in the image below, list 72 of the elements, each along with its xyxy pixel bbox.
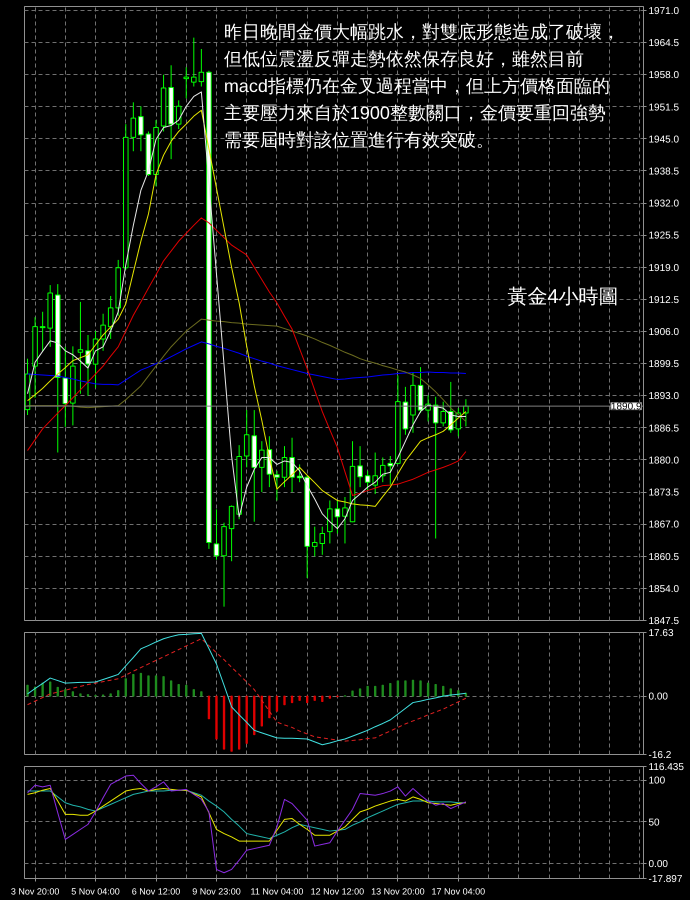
y-tick-label: 1951.5 <box>648 102 680 114</box>
y-tick-label: -17.897 <box>648 874 683 885</box>
y-tick-label: 1847.5 <box>648 616 680 627</box>
x-tick-label: 6 Nov 12:00 <box>132 886 180 896</box>
candlestick <box>130 102 136 152</box>
y-tick-label: 1899.5 <box>648 359 680 370</box>
candlestick <box>380 456 386 483</box>
candlestick <box>244 410 250 468</box>
y-tick-label: 100 <box>648 776 666 787</box>
y-tick-label: 1906.0 <box>648 327 680 338</box>
line-series <box>27 217 466 496</box>
x-tick-label: 11 Nov 04:00 <box>250 886 304 896</box>
y-tick-label: 1971.0 <box>648 6 680 17</box>
y-tick-label: 1860.5 <box>648 552 680 563</box>
y-tick-label: 1919.0 <box>648 262 680 274</box>
candlestick <box>320 526 326 556</box>
annotation: 昨日晚間金價大幅跳水，對雙底形態造成了破壞， <box>224 22 620 42</box>
annotation: 主要壓力來自於1900整數關口，金價要重回強勢 <box>224 102 606 123</box>
candlestick <box>214 508 220 560</box>
candlestick <box>183 66 190 99</box>
candlestick <box>259 440 265 493</box>
candlestick <box>440 401 446 427</box>
y-tick-label: 1867.0 <box>648 520 680 531</box>
y-tick-label: 1958.0 <box>648 70 680 82</box>
candlestick <box>85 334 91 396</box>
line-series <box>27 774 466 874</box>
y-tick-label: 1880.0 <box>648 455 680 466</box>
y-tick-label: 1912.5 <box>648 294 680 306</box>
candlestick <box>312 526 318 557</box>
y-tick-label: 1964.5 <box>648 38 680 50</box>
candlestick <box>357 446 363 488</box>
x-tick-label: 3 Nov 20:00 <box>10 886 60 896</box>
text: 黃金4小時圖 <box>507 286 618 308</box>
candlestick <box>78 301 84 394</box>
y-tick-label: 0.00 <box>648 859 668 870</box>
candlestick <box>334 500 340 534</box>
candlestick <box>327 500 333 544</box>
x-tick-label: 5 Nov 04:00 <box>71 886 120 896</box>
candlestick <box>342 496 348 544</box>
y-tick-label: 1873.5 <box>648 488 680 499</box>
x-tick-label: 12 Nov 12:00 <box>310 886 364 896</box>
annotation: 但低位震盪反彈走勢依然保存良好，雖然目前 <box>224 48 584 69</box>
x-tick-label: 17 Nov 04:00 <box>432 886 486 896</box>
candlestick <box>364 470 370 492</box>
ref-line-label: 1890.9 <box>610 402 642 413</box>
y-tick-label: 1886.5 <box>648 423 680 434</box>
candlestick <box>198 48 204 88</box>
candlestick <box>282 446 288 488</box>
x-tick-label: 9 Nov 23:00 <box>192 886 241 896</box>
candlestick <box>108 295 114 340</box>
y-tick-label: 1893.0 <box>648 391 680 402</box>
y-tick-label: 17.63 <box>648 628 674 639</box>
y-tick-label: 1945.0 <box>648 134 680 146</box>
candlestick <box>138 106 144 152</box>
y-tick-label: 116.435 <box>648 762 684 773</box>
candlestick <box>432 396 438 539</box>
annotation: macd指標仍在金叉過程當中，但上方價格面臨的 <box>224 76 610 96</box>
candlestick <box>388 456 394 486</box>
y-tick-label: 1925.5 <box>648 230 680 242</box>
x-tick-label: 13 Nov 20:00 <box>371 886 425 896</box>
y-tick-label: 1938.5 <box>648 166 680 178</box>
y-tick-label: -16.2 <box>648 750 672 761</box>
candlestick <box>100 313 106 352</box>
y-tick-label: 1932.0 <box>648 198 680 210</box>
y-tick-label: 0.00 <box>648 692 668 703</box>
y-tick-label: 1854.0 <box>648 584 680 595</box>
candlestick <box>228 504 234 562</box>
candlestick <box>191 37 197 88</box>
candlestick <box>176 100 182 130</box>
y-tick-label: 50 <box>648 817 660 828</box>
candlestick <box>40 311 46 352</box>
annotation: 需要屆時對該位置進行有效突破。 <box>224 130 494 150</box>
